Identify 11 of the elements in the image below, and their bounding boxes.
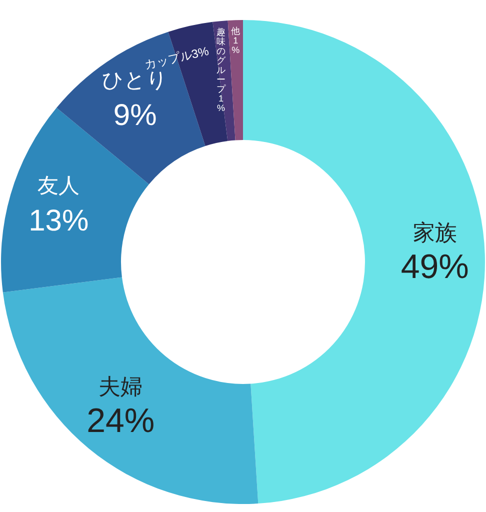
slice-label: 趣味のグループ 1% [216,27,226,114]
data-label: 49% [400,248,469,286]
slice-label: 家族 [412,220,457,245]
slice-label: カップル3% [143,44,210,72]
slice-label: 他 1% [231,26,240,56]
slice-label: ひとり [102,69,168,92]
slice-label: 友人 [38,174,80,198]
data-label: 13% [28,204,89,238]
data-label: 9% [113,99,157,132]
slice-label: 夫婦 [98,374,143,399]
data-label: 24% [86,402,155,440]
